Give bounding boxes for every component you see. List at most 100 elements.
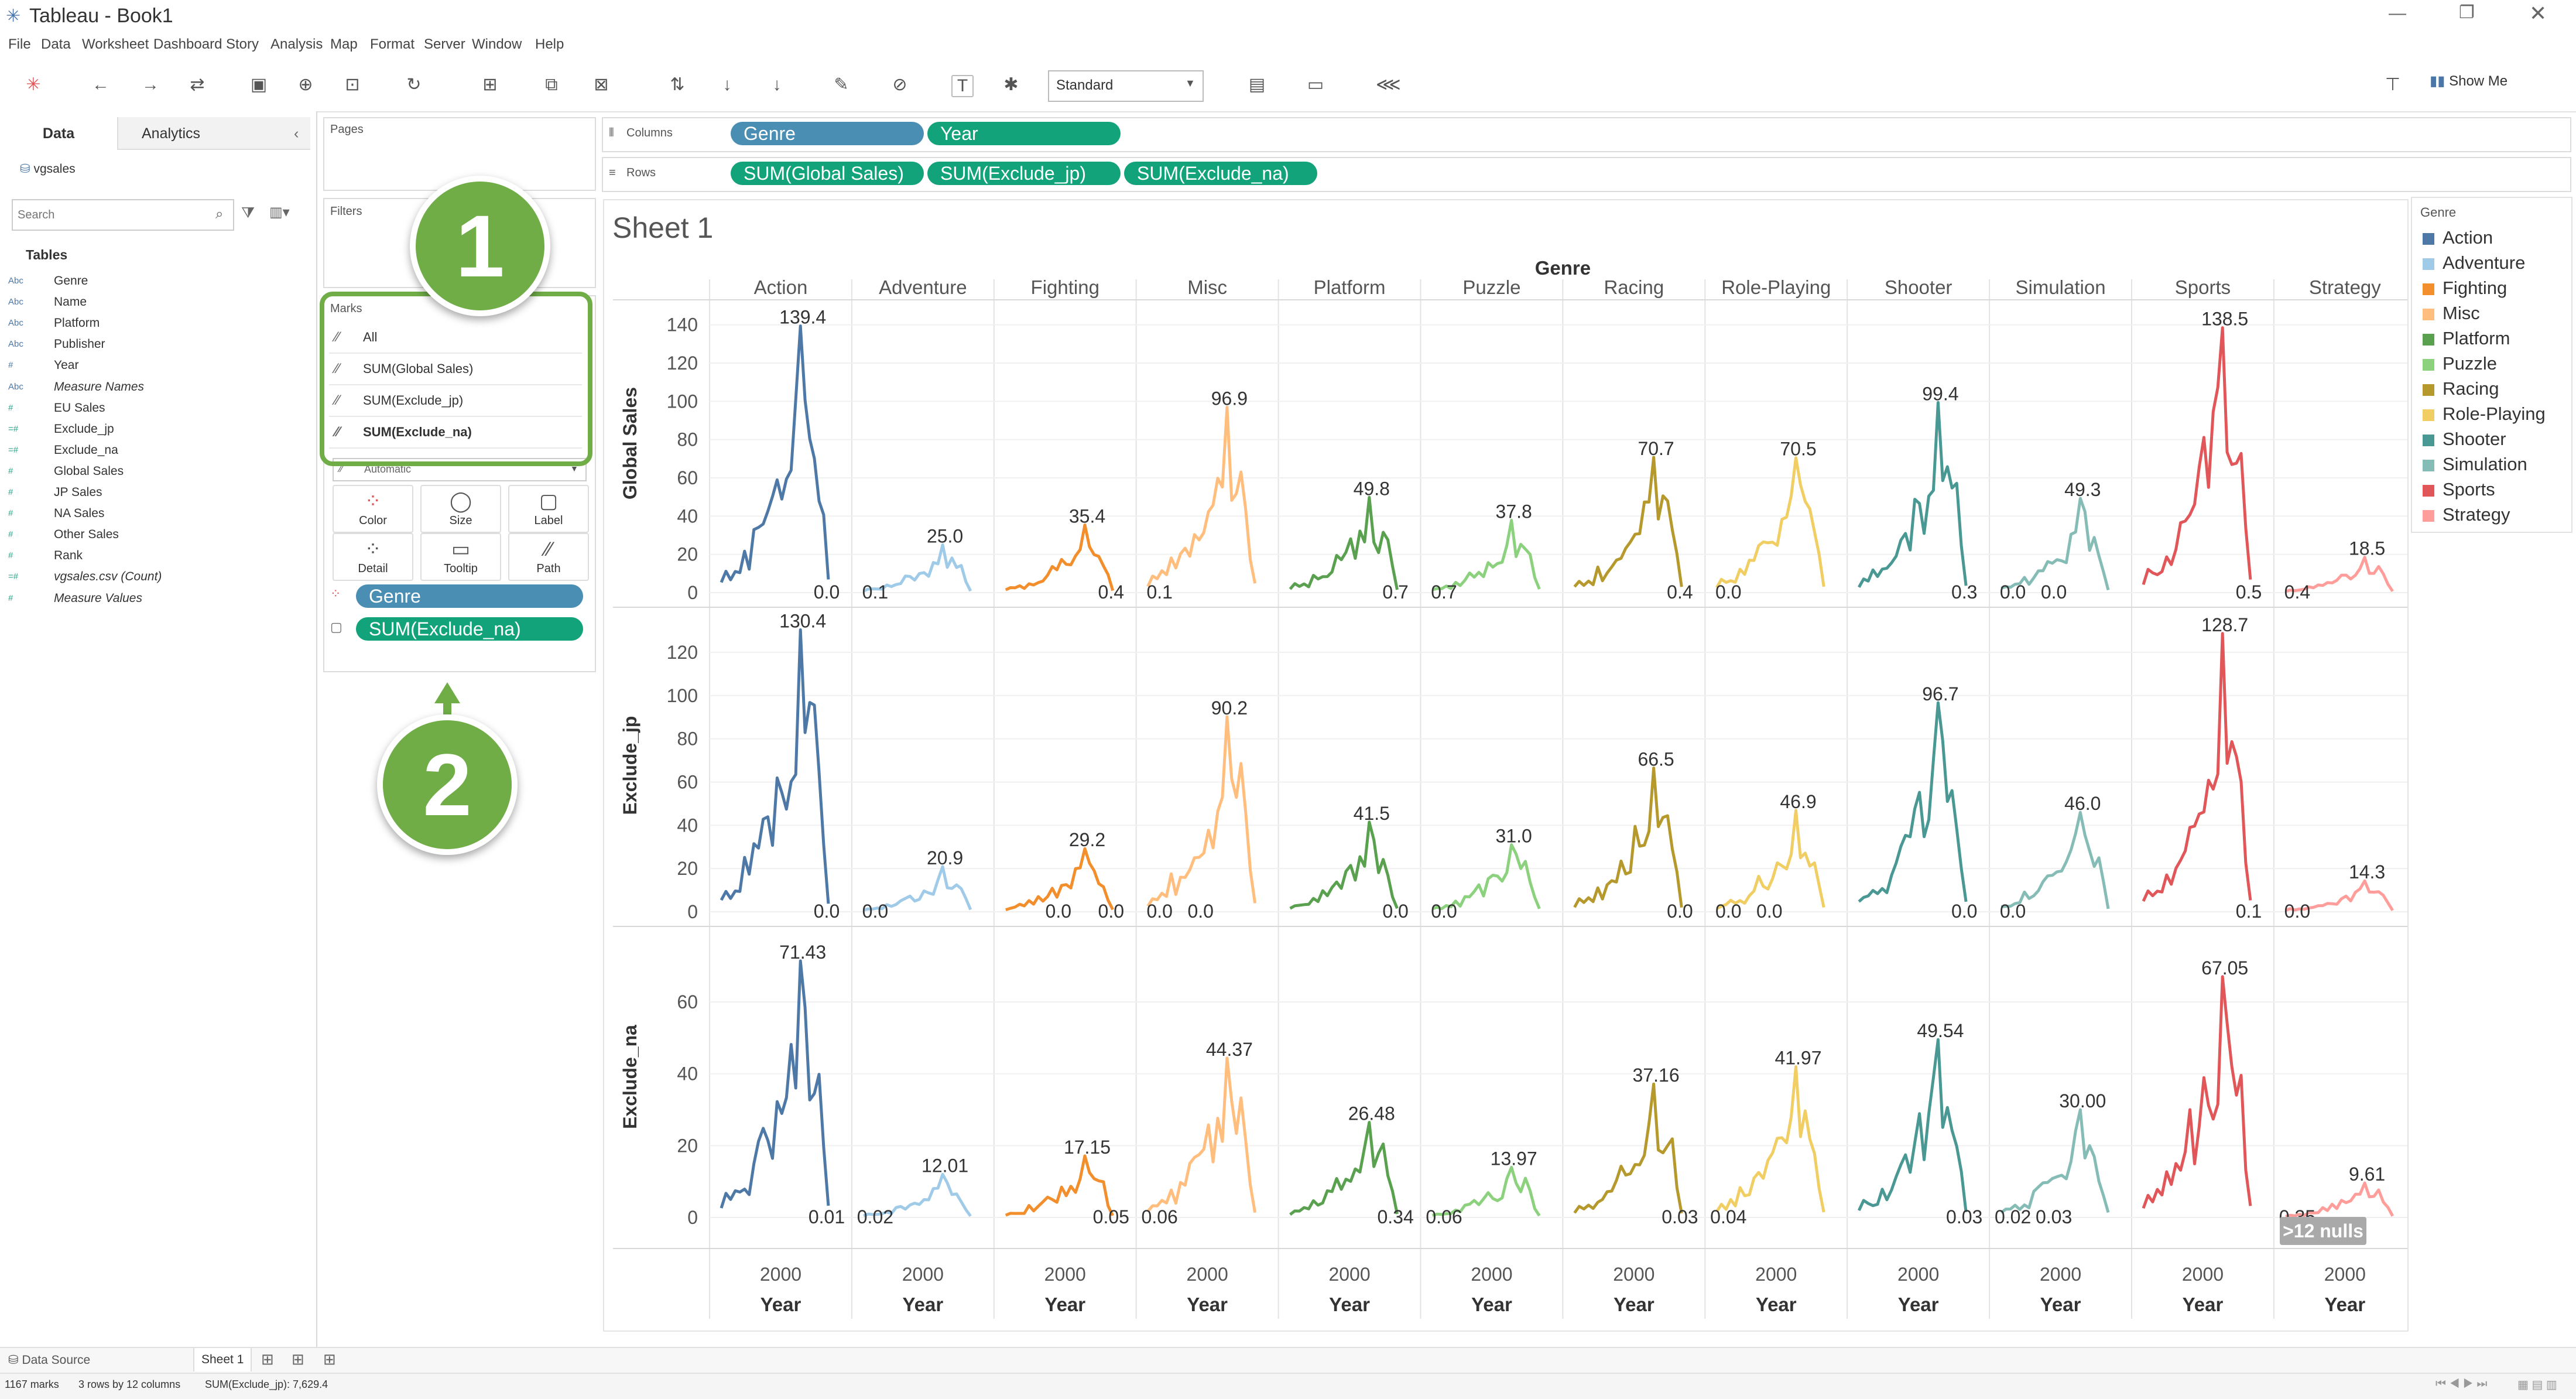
- field-measure-values[interactable]: Measure Values: [54, 591, 142, 605]
- duplicate-icon[interactable]: ⧉: [545, 75, 558, 94]
- field-year[interactable]: Year: [54, 358, 79, 372]
- collapse-pane-icon[interactable]: ‹: [294, 125, 299, 142]
- swap-icon[interactable]: ⇅: [670, 75, 685, 94]
- menu-server[interactable]: Server: [424, 36, 465, 52]
- save-icon[interactable]: ▣: [250, 75, 268, 94]
- minimize-icon[interactable]: —: [2389, 4, 2406, 23]
- fit-size-dropdown[interactable]: Standard ▼: [1048, 70, 1204, 102]
- format-painter-icon[interactable]: ⊤: [2385, 75, 2401, 94]
- group-icon[interactable]: ⊘: [892, 75, 907, 94]
- redo-icon[interactable]: →: [142, 75, 159, 94]
- view-mode-icons[interactable]: ▦ ▤ ▥: [2517, 1379, 2557, 1391]
- field-vgsales-csv-count-[interactable]: vgsales.csv (Count): [54, 570, 162, 584]
- field-name[interactable]: Name: [54, 295, 87, 309]
- marks-pill-exclude-na[interactable]: SUM(Exclude_na): [356, 617, 583, 641]
- pagination-icons[interactable]: ⏮ ◀ ▶ ⏭: [2435, 1377, 2488, 1390]
- menu-analysis[interactable]: Analysis: [270, 36, 323, 52]
- rows-shelf[interactable]: ≡ Rows SUM(Global Sales) SUM(Exclude_jp)…: [602, 157, 2571, 192]
- menu-window[interactable]: Window: [472, 36, 522, 52]
- field-global-sales[interactable]: Global Sales: [54, 464, 124, 478]
- field-exclude-na[interactable]: Exclude_na: [54, 443, 118, 457]
- legend-item-adventure[interactable]: Adventure: [2423, 252, 2525, 276]
- replay-icon[interactable]: ⇄: [190, 75, 205, 94]
- filter-icon[interactable]: ⧩: [241, 204, 255, 221]
- marks-row-sum-exclude-jp-[interactable]: ⁄⁄ SUM(Exclude_jp): [329, 385, 582, 417]
- search-input[interactable]: [16, 205, 206, 225]
- field-eu-sales[interactable]: EU Sales: [54, 401, 105, 415]
- menu-data[interactable]: Data: [41, 36, 71, 52]
- refresh-icon[interactable]: ↻: [406, 75, 422, 94]
- columns-shelf[interactable]: ⦀ Columns Genre Year: [602, 117, 2571, 152]
- field-publisher[interactable]: Publisher: [54, 337, 105, 351]
- pause-updates-icon[interactable]: ⊡: [345, 75, 360, 94]
- tab-data-source[interactable]: ⛁ Data Source: [8, 1353, 90, 1367]
- new-datasource-icon[interactable]: ⊕: [298, 75, 313, 94]
- field-measure-names[interactable]: Measure Names: [54, 379, 145, 394]
- marks-row-sum-global-sales-[interactable]: ⁄⁄ SUM(Global Sales): [329, 354, 582, 385]
- legend-item-shooter[interactable]: Shooter: [2423, 429, 2506, 452]
- share-icon[interactable]: ⋘: [1376, 75, 1401, 94]
- marks-row-sum-exclude-na-[interactable]: ⁄⁄ SUM(Exclude_na): [329, 417, 582, 449]
- tab-sheet-1[interactable]: Sheet 1: [193, 1348, 252, 1371]
- field-na-sales[interactable]: NA Sales: [54, 507, 105, 521]
- new-story-icon[interactable]: ⊞: [323, 1350, 336, 1368]
- new-dashboard-icon[interactable]: ⊞: [292, 1350, 304, 1368]
- new-worksheet-icon[interactable]: ⊞: [482, 75, 498, 94]
- tableau-home-icon[interactable]: ✳: [26, 75, 41, 94]
- legend-item-racing[interactable]: Racing: [2423, 378, 2499, 402]
- mark-detail-button[interactable]: ⁘ Detail: [333, 533, 413, 581]
- legend-item-puzzle[interactable]: Puzzle: [2423, 353, 2497, 377]
- presentation-mode-icon[interactable]: ▭: [1307, 75, 1324, 94]
- rows-pill-global-sales[interactable]: SUM(Global Sales): [731, 162, 924, 185]
- menu-story[interactable]: Story: [226, 36, 259, 52]
- maximize-icon[interactable]: ❐: [2459, 3, 2475, 22]
- show-mark-labels-icon[interactable]: T: [951, 75, 974, 97]
- menu-map[interactable]: Map: [330, 36, 358, 52]
- menu-worksheet[interactable]: Worksheet: [82, 36, 149, 52]
- rows-pill-exclude-jp[interactable]: SUM(Exclude_jp): [927, 162, 1121, 185]
- field-other-sales[interactable]: Other Sales: [54, 528, 119, 542]
- legend-item-strategy[interactable]: Strategy: [2423, 504, 2510, 528]
- legend-item-misc[interactable]: Misc: [2423, 303, 2480, 326]
- legend-item-fighting[interactable]: Fighting: [2423, 278, 2507, 301]
- field-exclude-jp[interactable]: Exclude_jp: [54, 422, 114, 436]
- legend-item-simulation[interactable]: Simulation: [2423, 454, 2527, 477]
- mark-path-button[interactable]: ⁄⁄ Path: [508, 533, 589, 581]
- field-platform[interactable]: Platform: [54, 316, 100, 330]
- legend-item-role-playing[interactable]: Role-Playing: [2423, 403, 2546, 427]
- mark-color-button[interactable]: ⁘ Color: [333, 485, 413, 533]
- sort-ascending-icon[interactable]: ↓: [722, 75, 732, 94]
- columns-pill-genre[interactable]: Genre: [731, 122, 924, 145]
- new-worksheet-icon[interactable]: ⊞: [261, 1350, 274, 1368]
- view-toggle-icon[interactable]: ▥▾: [269, 204, 290, 220]
- columns-pill-year[interactable]: Year: [927, 122, 1121, 145]
- tab-data[interactable]: Data: [0, 117, 117, 152]
- legend-item-sports[interactable]: Sports: [2423, 479, 2495, 502]
- mark-label-button[interactable]: ▢ Label: [508, 485, 589, 533]
- legend-item-platform[interactable]: Platform: [2423, 328, 2510, 351]
- field-genre[interactable]: Genre: [54, 274, 88, 288]
- mark-size-button[interactable]: ◯ Size: [420, 485, 501, 533]
- highlight-icon[interactable]: ✎: [834, 75, 849, 94]
- sort-descending-icon[interactable]: ↓: [772, 75, 782, 94]
- datasource-name[interactable]: ⛁ vgsales: [20, 162, 76, 176]
- field-rank[interactable]: Rank: [54, 549, 83, 563]
- tab-analytics[interactable]: Analytics ‹: [117, 117, 310, 150]
- nulls-badge[interactable]: >12 nulls: [2280, 1217, 2366, 1245]
- menu-dashboard[interactable]: Dashboard: [153, 36, 222, 52]
- menu-file[interactable]: File: [8, 36, 31, 52]
- field-jp-sales[interactable]: JP Sales: [54, 485, 102, 499]
- search-field[interactable]: ⌕: [12, 199, 234, 231]
- clear-sheet-icon[interactable]: ⊠: [594, 75, 609, 94]
- fix-axes-icon[interactable]: ✱: [1003, 75, 1019, 94]
- show-cards-icon[interactable]: ▤: [1248, 75, 1266, 94]
- menu-format[interactable]: Format: [370, 36, 415, 52]
- marks-pill-genre[interactable]: Genre: [356, 584, 583, 608]
- marks-row-all[interactable]: ⁄⁄ All: [329, 322, 582, 354]
- mark-tooltip-button[interactable]: ▭ Tooltip: [420, 533, 501, 581]
- close-icon[interactable]: ✕: [2529, 1, 2547, 25]
- rows-pill-exclude-na[interactable]: SUM(Exclude_na): [1124, 162, 1317, 185]
- undo-icon[interactable]: ←: [92, 75, 109, 94]
- menu-help[interactable]: Help: [535, 36, 564, 52]
- legend-item-action[interactable]: Action: [2423, 227, 2493, 251]
